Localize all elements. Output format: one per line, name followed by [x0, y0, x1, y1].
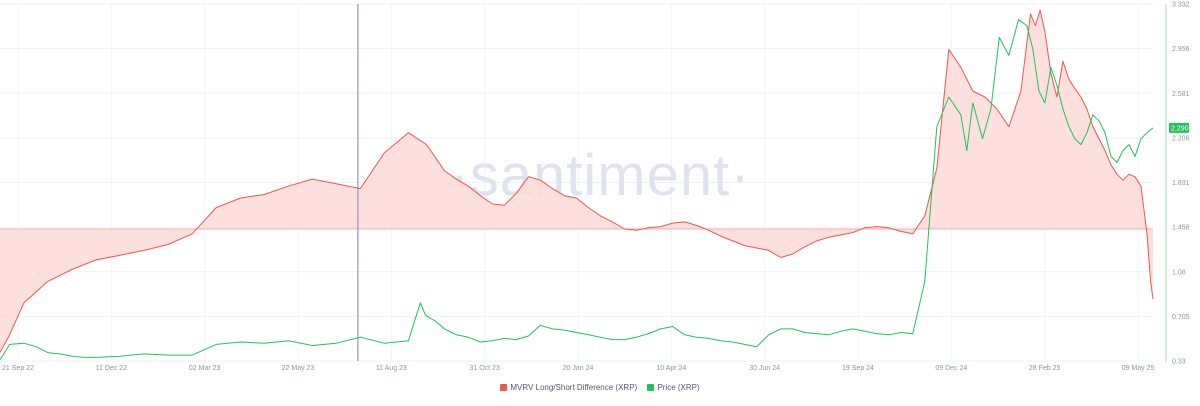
mvrv-line [0, 9, 1154, 353]
x-axis-ticks: 21 Sep 22 11 Dec 22 02 Mar 23 22 May 23 11 A… [2, 365, 1154, 372]
legend-swatch-mvrv [500, 384, 508, 391]
x-tick-label: 19 Sep 24 [842, 365, 874, 372]
price-badge-label: 2.290 [1171, 125, 1189, 132]
x-tick-label: 09 May 25 [1122, 365, 1155, 372]
santiment-watermark: ·santiment· [449, 143, 750, 208]
price-line [0, 19, 1154, 361]
y-tick-label: 0.705 [1172, 314, 1190, 321]
x-tick-label: 31 Oct 23 [469, 365, 499, 372]
y-axis-ticks: 3.332 2.956 2.581 2.206 1.831 1.456 1.08 0.705 0… [1172, 2, 1190, 366]
mvrv-fill-area [0, 10, 1153, 353]
y-tick-label: 0.33 [1172, 359, 1186, 366]
y-tick-label: 1.08 [1172, 269, 1186, 276]
mvrv-area [0, 10, 1153, 353]
x-tick-label: 11 Aug 23 [376, 365, 407, 372]
series-lines [0, 9, 1154, 361]
x-tick-label: 28 Feb 25 [1029, 365, 1061, 372]
x-tick-label: 10 Apr 24 [656, 365, 686, 372]
current-price-badge: 2.290 [1169, 122, 1189, 133]
y-tick-label: 2.956 [1172, 46, 1190, 53]
chart-svg: ·santiment· 3.332 2.956 2.581 2.206 1.831 1.4… [0, 2, 1190, 372]
legend-item-mvrv[interactable]: MVRV Long/Short Difference (XRP) [500, 383, 637, 392]
x-tick-label: 22 May 23 [282, 365, 315, 372]
legend-item-price[interactable]: Price (XRP) [647, 383, 700, 392]
y-tick-label: 1.456 [1172, 225, 1190, 232]
price-badge-bg [1169, 122, 1189, 133]
legend-swatch-price [647, 384, 655, 391]
y-tick-label: 3.332 [1172, 2, 1190, 9]
y-tick-label: 1.831 [1172, 180, 1190, 187]
x-tick-label: 09 Dec 24 [935, 365, 967, 372]
x-tick-label: 02 Mar 23 [189, 365, 221, 372]
y-tick-label: 2.581 [1172, 91, 1190, 98]
x-tick-label: 20 Jan 24 [563, 365, 594, 372]
legend-label-mvrv: MVRV Long/Short Difference (XRP) [510, 383, 638, 392]
legend-label-price: Price (XRP) [657, 383, 700, 392]
chart-legend: MVRV Long/Short Difference (XRP) Price (… [0, 383, 1200, 393]
y-tick-label: 2.206 [1172, 135, 1190, 142]
x-tick-label: 11 Dec 22 [96, 365, 127, 372]
x-tick-label: 21 Sep 22 [2, 365, 34, 372]
x-tick-label: 30 Jun 24 [749, 365, 780, 372]
